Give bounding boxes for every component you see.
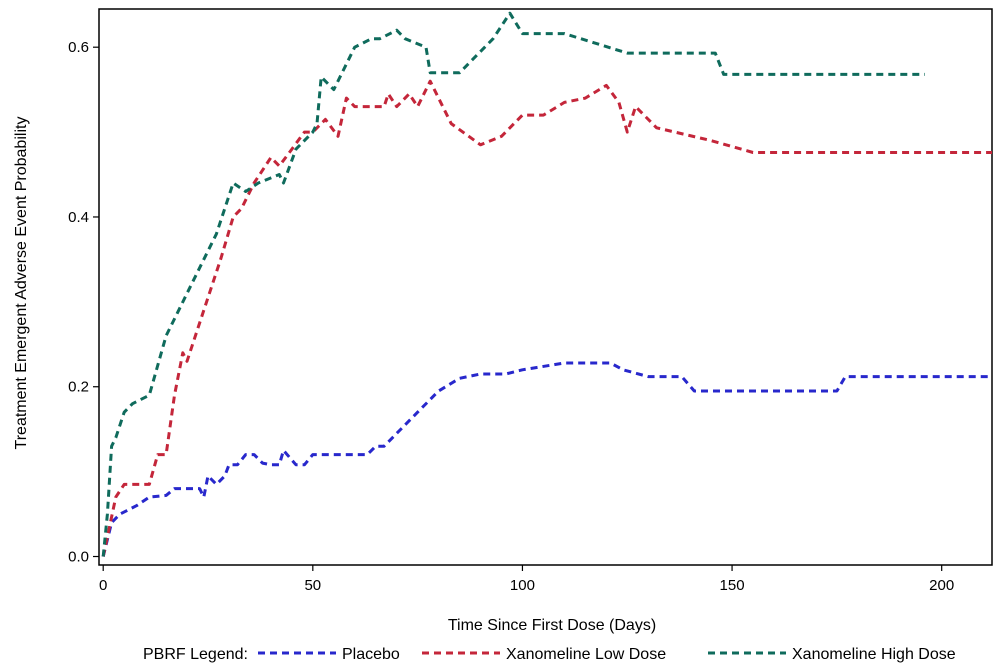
x-tick-label: 0	[99, 577, 107, 594]
legend-title: PBRF Legend:	[143, 646, 248, 663]
legend-label-high-dose: Xanomeline High Dose	[792, 646, 956, 663]
x-tick-label: 200	[929, 577, 954, 594]
series-line-low-dose	[101, 79, 992, 557]
y-tick-label: 0.4	[68, 209, 89, 226]
legend: PBRF Legend: Placebo Xanomeline Low Dose…	[143, 646, 956, 663]
x-tick-label: 100	[510, 577, 535, 594]
plot-frame	[98, 8, 993, 566]
legend-label-low-dose: Xanomeline Low Dose	[506, 646, 666, 663]
series-lines	[101, 11, 992, 557]
x-tick-label: 150	[720, 577, 745, 594]
y-axis-title: Treatment Emergent Adverse Event Probabi…	[13, 117, 30, 450]
y-tick-label: 0.6	[68, 39, 89, 56]
y-tick-label: 0.0	[68, 549, 89, 566]
x-tick-label: 50	[304, 577, 321, 594]
series-line-high-dose	[101, 11, 925, 557]
x-axis: 0 50 100 150 200	[99, 565, 954, 594]
y-axis: 0.0 0.2 0.4 0.6	[68, 39, 99, 566]
series-line-placebo	[101, 361, 992, 557]
x-axis-title: Time Since First Dose (Days)	[448, 617, 656, 634]
y-tick-label: 0.2	[68, 379, 89, 396]
legend-label-placebo: Placebo	[342, 646, 400, 663]
